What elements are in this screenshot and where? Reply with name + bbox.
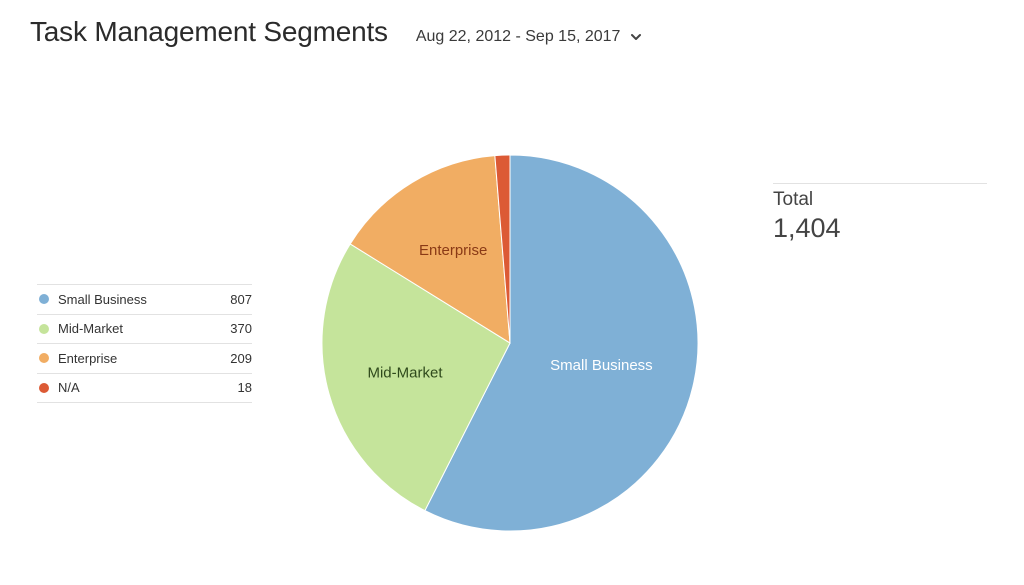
legend-value: 807 [230, 291, 252, 307]
pie-slice-enterprise[interactable] [349, 155, 511, 344]
legend-value: 370 [230, 321, 252, 337]
chevron-down-icon [631, 34, 642, 40]
pie-slice-label: Mid-Market [367, 364, 443, 381]
total-value: 1,404 [773, 213, 841, 243]
page-title: Task Management Segments [30, 16, 388, 47]
pie-slice-small-business[interactable] [424, 154, 699, 532]
legend-dot-icon [39, 353, 49, 364]
legend-label: Mid-Market [58, 321, 124, 337]
legend-item-small-business[interactable]: Small Business 807 [37, 285, 252, 315]
legend-value: 18 [237, 380, 252, 396]
chart-header: Task Management Segments Aug 22, 2012 - … [30, 16, 642, 48]
legend-item-mid-market[interactable]: Mid-Market 370 [37, 315, 252, 344]
legend-label: Enterprise [58, 350, 118, 366]
pie-slice-label: Small Business [550, 357, 653, 374]
pie-slice-n-a[interactable] [494, 154, 511, 344]
chart-legend: Small Business 807 Mid-Market 370 Enterp… [37, 284, 252, 403]
legend-value: 209 [230, 350, 252, 366]
legend-label: Small Business [58, 291, 147, 307]
legend-item-enterprise[interactable]: Enterprise 209 [37, 344, 252, 374]
legend-dot-icon [39, 294, 49, 305]
legend-item-na[interactable]: N/A 18 [37, 374, 252, 403]
legend-dot-icon [39, 323, 49, 334]
total-label: Total [773, 189, 814, 210]
date-range-dropdown[interactable]: Aug 22, 2012 - Sep 15, 2017 [416, 28, 643, 46]
total-panel: Total 1,404 [773, 183, 987, 244]
date-range-label: Aug 22, 2012 - Sep 15, 2017 [415, 28, 621, 45]
legend-dot-icon [39, 382, 49, 393]
pie-slice-mid-market[interactable] [321, 243, 511, 512]
legend-label: N/A [58, 380, 80, 396]
pie-slice-label: Enterprise [419, 242, 487, 259]
